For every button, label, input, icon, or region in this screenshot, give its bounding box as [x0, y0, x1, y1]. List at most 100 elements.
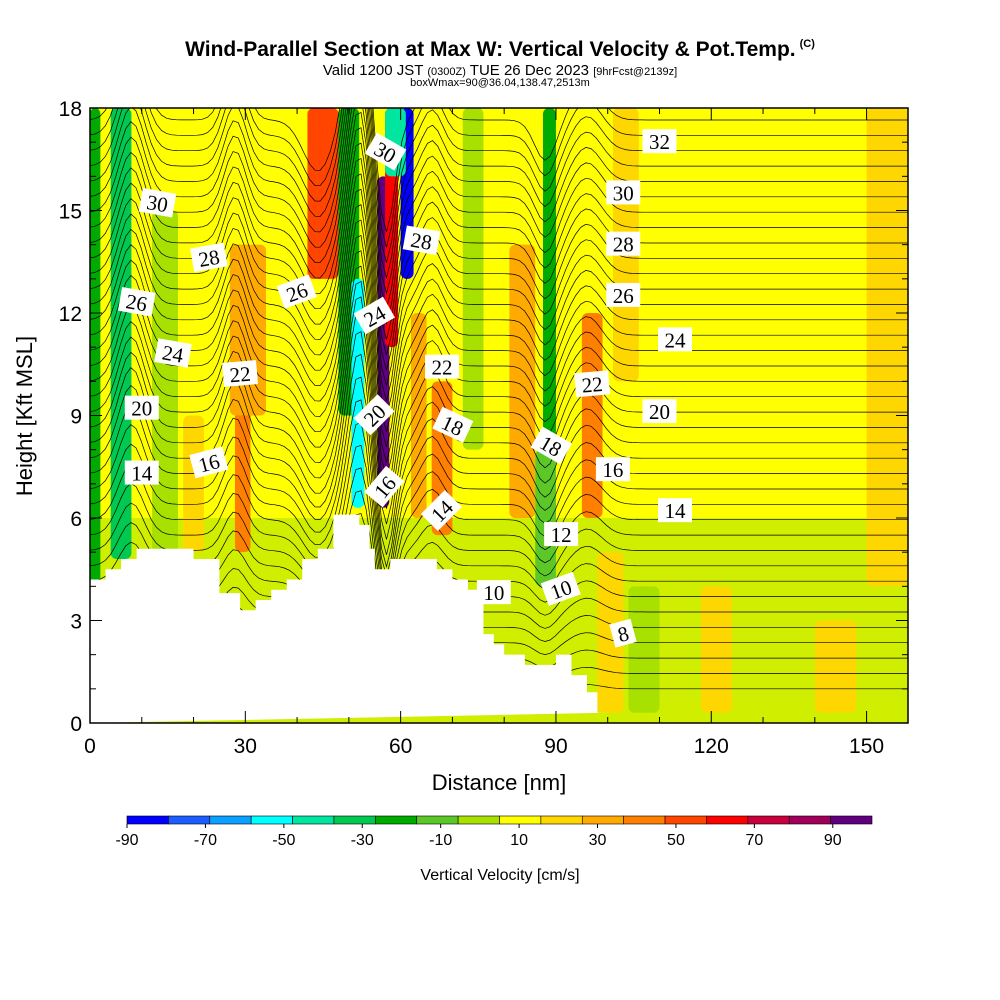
field-cell-8 — [351, 278, 365, 508]
theta-label-text: 24 — [160, 340, 185, 367]
theta-label-text: 28 — [197, 245, 222, 272]
theta-contour-line — [90, 331, 908, 568]
theta-contour-line — [90, 108, 908, 325]
theta-label: 26 — [606, 282, 641, 308]
theta-label-box — [117, 286, 156, 317]
theta-label-box — [402, 225, 441, 256]
theta-contour-line — [90, 142, 908, 386]
theta-contour-line — [90, 467, 908, 623]
colorbar-swatch — [416, 815, 459, 825]
field-cell-5 — [229, 244, 267, 416]
theta-contour-line — [90, 108, 908, 309]
theta-label-text: 22 — [581, 372, 604, 398]
theta-label-box — [530, 426, 572, 465]
theta-label-text: 24 — [665, 328, 687, 352]
theta-label: 20 — [642, 399, 677, 424]
theta-contour-line — [90, 108, 908, 232]
y-tick-label: 18 — [59, 98, 82, 121]
theta-label-box — [154, 338, 192, 368]
y-tick-label: 9 — [70, 406, 82, 429]
theta-label-box — [364, 132, 407, 171]
theta-contour-line — [90, 353, 908, 578]
theta-label: 28 — [606, 231, 641, 257]
theta-contour-line — [90, 490, 908, 632]
theta-contour-line — [90, 108, 908, 263]
colorbar-swatch — [333, 815, 376, 825]
theta-label-box — [364, 465, 405, 508]
colorbar-swatch — [209, 815, 252, 825]
forecast-info: [9hrFcst@2139z] — [593, 66, 678, 78]
theta-contour-line — [90, 127, 908, 371]
y-tick-label: 15 — [59, 201, 82, 224]
theta-label: 8 — [609, 618, 637, 648]
theta-contours — [90, 108, 908, 704]
theta-label: 22 — [574, 370, 611, 398]
field-cell-3 — [183, 415, 204, 553]
theta-label: 16 — [595, 457, 630, 482]
theta-label-text: 22 — [229, 362, 252, 388]
field-cell-23 — [700, 586, 732, 713]
colorbar-swatch — [168, 815, 211, 825]
theta-label: 12 — [544, 522, 579, 547]
theta-label-box — [124, 395, 159, 420]
y-tick-label: 12 — [59, 303, 82, 326]
theta-label: 10 — [540, 571, 581, 606]
colorbar: -90 -70 -50 -30 -10 10 30 50 70 90 — [115, 815, 873, 849]
theta-label-box — [476, 580, 511, 605]
y-tick-label: 0 — [70, 713, 82, 736]
colorbar-tick-label: -90 — [115, 832, 138, 849]
theta-label: 28 — [402, 225, 441, 256]
field-cell-13 — [410, 313, 427, 518]
theta-label: 14 — [124, 460, 159, 486]
valid-time: Valid 1200 JST — [322, 62, 424, 79]
x-tick-label: 120 — [694, 735, 729, 758]
colorbar-swatch — [706, 815, 749, 825]
theta-label-text: 26 — [613, 284, 634, 308]
theta-label-text: 22 — [432, 356, 453, 380]
theta-contour-line — [90, 108, 908, 279]
theta-label-box — [574, 370, 611, 398]
field-cell-19 — [581, 313, 603, 518]
theta-label-text: 20 — [131, 397, 152, 421]
theta-contour-line — [90, 108, 908, 340]
colorbar-tick-label: 30 — [589, 832, 607, 849]
theta-label-box — [276, 274, 317, 309]
theta-label-text: 30 — [145, 190, 170, 217]
colorbar-tick-label: 90 — [824, 832, 842, 849]
theta-label-text: 10 — [483, 581, 504, 605]
theta-label: 32 — [642, 129, 677, 154]
theta-contour-line — [90, 250, 908, 494]
colorbar-tick-label: -10 — [429, 832, 452, 849]
theta-label-box — [353, 394, 395, 436]
theta-label-box — [540, 571, 581, 606]
colorbar-swatch — [499, 815, 542, 825]
theta-label-box — [222, 360, 259, 387]
colorbar-swatch — [788, 815, 831, 825]
theta-contour-line — [90, 444, 908, 614]
theta-label: 24 — [154, 338, 192, 368]
theta-contour-line — [90, 265, 908, 509]
field-cell-17 — [543, 108, 556, 450]
box-info: boxWmax=90@36.04,138.47,2513m — [410, 77, 590, 89]
colorbar-swatch — [375, 815, 418, 825]
theta-contour-line — [90, 234, 908, 478]
theta-label-box — [642, 399, 677, 424]
theta-label: 26 — [117, 286, 156, 317]
y-tick-label: 6 — [70, 508, 82, 531]
theta-label-text: 20 — [649, 400, 670, 424]
terrain — [90, 514, 608, 723]
theta-label-text: 14 — [665, 499, 687, 523]
theta-label-box — [190, 242, 228, 273]
colorbar-swatch — [747, 815, 790, 825]
colorbar-swatch — [581, 815, 624, 825]
theta-label-box — [606, 180, 641, 205]
theta-contour-line — [90, 111, 908, 355]
theta-label-box — [189, 446, 229, 479]
field-cell-25 — [866, 108, 908, 587]
valid-zulu: (0300Z) — [427, 66, 466, 78]
theta-label-box — [606, 282, 641, 307]
theta-label-text: 16 — [602, 458, 623, 482]
x-tick-label: 60 — [389, 735, 412, 758]
